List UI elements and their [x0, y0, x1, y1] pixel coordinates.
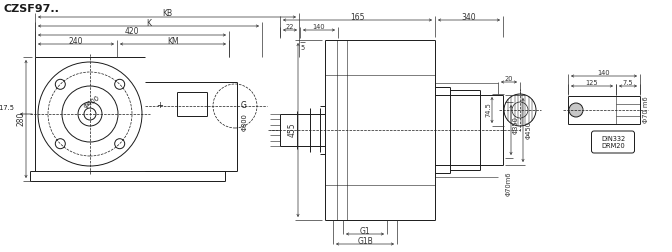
- Text: 240: 240: [69, 37, 83, 46]
- Text: DIN332: DIN332: [601, 136, 625, 142]
- Text: 280: 280: [17, 112, 26, 126]
- Text: Φ70 m6: Φ70 m6: [643, 97, 649, 123]
- Text: Φ70m6: Φ70m6: [506, 172, 512, 197]
- Text: 20: 20: [505, 76, 513, 82]
- Text: 340: 340: [462, 13, 476, 21]
- Text: G1: G1: [360, 227, 370, 236]
- Text: DRM20: DRM20: [601, 143, 625, 149]
- Text: 7.5: 7.5: [623, 80, 633, 86]
- Text: 125: 125: [586, 80, 598, 86]
- Text: 455: 455: [288, 123, 296, 137]
- Text: 165: 165: [350, 13, 365, 21]
- Text: 420: 420: [125, 27, 139, 37]
- Text: Φ300: Φ300: [242, 113, 248, 131]
- Text: 140: 140: [312, 24, 325, 30]
- Text: Φ17.5: Φ17.5: [0, 105, 15, 111]
- FancyBboxPatch shape: [591, 131, 634, 153]
- Text: Φ350: Φ350: [513, 116, 519, 134]
- Text: KM: KM: [167, 37, 179, 46]
- Text: CZSF97..: CZSF97..: [4, 4, 60, 14]
- Text: +: +: [157, 102, 163, 110]
- Text: G1B: G1B: [357, 236, 373, 245]
- Text: 140: 140: [597, 70, 610, 76]
- Text: KB: KB: [162, 10, 172, 18]
- Text: 74.5: 74.5: [485, 103, 491, 117]
- Text: K: K: [146, 18, 151, 27]
- Text: 5: 5: [301, 45, 305, 51]
- Text: Φ450: Φ450: [526, 121, 532, 139]
- Text: Φ400: Φ400: [83, 94, 101, 110]
- Text: G: G: [241, 102, 247, 110]
- Text: 22: 22: [286, 24, 294, 30]
